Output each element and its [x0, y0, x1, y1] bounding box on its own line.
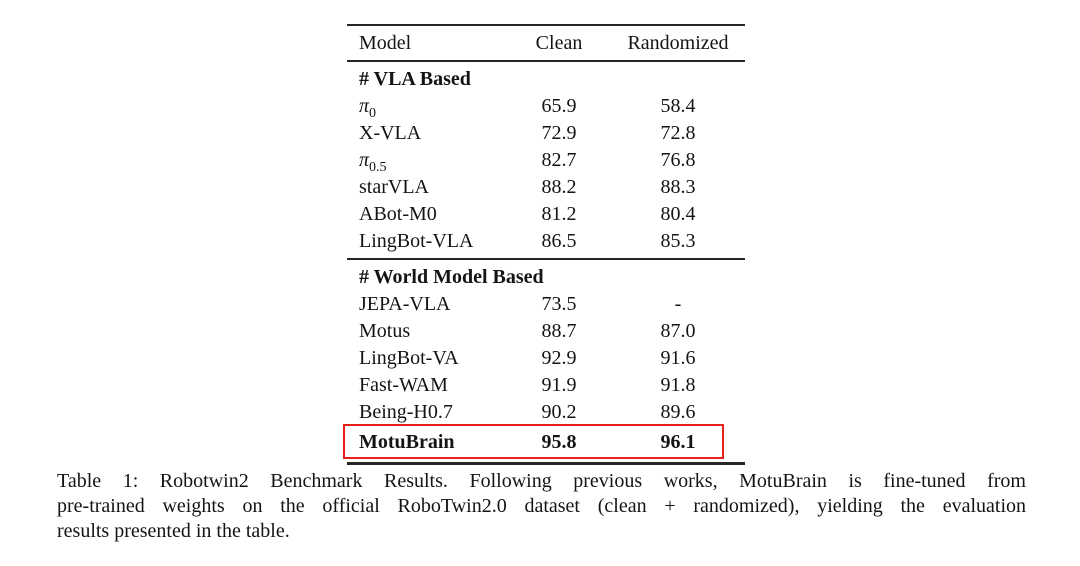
model-name: starVLA — [359, 176, 429, 198]
table-caption: Table 1: Robotwin2 Benchmark Results. Fo… — [57, 469, 1026, 544]
caption-line: pre-trained weights on the official Robo… — [57, 495, 1026, 517]
table-body: # VLA Based π0 65.9 58.4 X-VLA 72.9 72.8 π0.5 82… — [343, 62, 745, 465]
randomized-value: 72.8 — [660, 122, 696, 144]
randomized-value: 80.4 — [660, 203, 696, 225]
caption-line: results presented in the table. — [57, 520, 290, 542]
column-header-model: Model — [359, 31, 412, 54]
clean-value: 86.5 — [541, 230, 577, 252]
clean-value: 82.7 — [541, 149, 577, 171]
table-row: starVLA 88.2 88.3 — [347, 174, 745, 201]
section-header-label: # VLA Based — [359, 68, 471, 90]
clean-value: 95.8 — [541, 431, 577, 453]
randomized-value: 85.3 — [660, 230, 696, 252]
model-subscript: 0.5 — [369, 160, 387, 175]
table-row: MotuBrain 95.8 96.1 — [343, 424, 745, 459]
randomized-value: 89.6 — [660, 401, 696, 423]
randomized-value: 91.8 — [660, 374, 696, 396]
table-section: # VLA Based π0 65.9 58.4 X-VLA 72.9 72.8 π0.5 82… — [347, 62, 745, 258]
model-cell: LingBot-VA — [347, 347, 507, 370]
model-name: Being-H0.7 — [359, 401, 453, 423]
column-header-clean: Clean — [535, 31, 583, 54]
model-cell: LingBot-VLA — [347, 230, 507, 253]
model-cell: X-VLA — [347, 122, 507, 145]
model-name: JEPA-VLA — [359, 293, 451, 315]
model-cell: π0.5 — [347, 149, 507, 175]
clean-value: 92.9 — [541, 347, 577, 369]
clean-value: 65.9 — [541, 95, 577, 117]
model-name: LingBot-VLA — [359, 230, 474, 252]
randomized-value: 76.8 — [660, 149, 696, 171]
model-name: π — [359, 149, 370, 171]
randomized-value: 91.6 — [660, 347, 696, 369]
model-subscript: 0 — [369, 106, 377, 121]
section-header-row: # VLA Based — [347, 66, 745, 93]
model-cell: π0 — [347, 95, 507, 121]
randomized-value: - — [674, 293, 682, 315]
model-cell: Motus — [347, 320, 507, 343]
model-name: Motus — [359, 320, 411, 342]
clean-value: 81.2 — [541, 203, 577, 225]
model-name: X-VLA — [359, 122, 422, 144]
table-section: # World Model Based JEPA-VLA 73.5 - Motus 88.… — [343, 258, 745, 462]
model-name: MotuBrain — [359, 431, 455, 453]
section-header-label: # World Model Based — [359, 266, 544, 288]
section-header-row: # World Model Based — [347, 264, 745, 291]
table-row: LingBot-VA 92.9 91.6 — [347, 345, 745, 372]
model-cell: ABot-M0 — [347, 203, 507, 226]
model-name: ABot-M0 — [359, 203, 437, 225]
clean-value: 88.7 — [541, 320, 577, 342]
table-row: JEPA-VLA 73.5 - — [347, 291, 745, 318]
randomized-value: 58.4 — [660, 95, 696, 117]
column-header-randomized: Randomized — [627, 31, 729, 54]
table-row: Fast-WAM 91.9 91.8 — [347, 372, 745, 399]
randomized-value: 96.1 — [660, 431, 696, 453]
randomized-value: 87.0 — [660, 320, 696, 342]
table-row: π0.5 82.7 76.8 — [347, 147, 745, 175]
clean-value: 88.2 — [541, 176, 577, 198]
table-row: X-VLA 72.9 72.8 — [347, 120, 745, 147]
table-row: Being-H0.7 90.2 89.6 — [347, 399, 745, 426]
model-name: LingBot-VA — [359, 347, 459, 369]
model-name: π — [359, 95, 370, 117]
model-cell: JEPA-VLA — [347, 293, 507, 316]
table-row: LingBot-VLA 86.5 85.3 — [347, 228, 745, 255]
model-cell: starVLA — [347, 176, 507, 199]
benchmark-table: Model Clean Randomized # VLA Based π0 65.9… — [343, 24, 745, 465]
table-row: ABot-M0 81.2 80.4 — [347, 201, 745, 228]
clean-value: 73.5 — [541, 293, 577, 315]
clean-value: 72.9 — [541, 122, 577, 144]
table-row: π0 65.9 58.4 — [347, 93, 745, 121]
clean-value: 90.2 — [541, 401, 577, 423]
model-cell: Being-H0.7 — [347, 401, 507, 424]
randomized-value: 88.3 — [660, 176, 696, 198]
model-cell: MotuBrain — [347, 431, 507, 454]
model-cell: Fast-WAM — [347, 374, 507, 397]
model-name: Fast-WAM — [359, 374, 448, 396]
caption-line: Table 1: Robotwin2 Benchmark Results. Fo… — [57, 470, 1026, 492]
clean-value: 91.9 — [541, 374, 577, 396]
table-header-row: Model Clean Randomized — [347, 24, 745, 62]
table-row: Motus 88.7 87.0 — [347, 318, 745, 345]
